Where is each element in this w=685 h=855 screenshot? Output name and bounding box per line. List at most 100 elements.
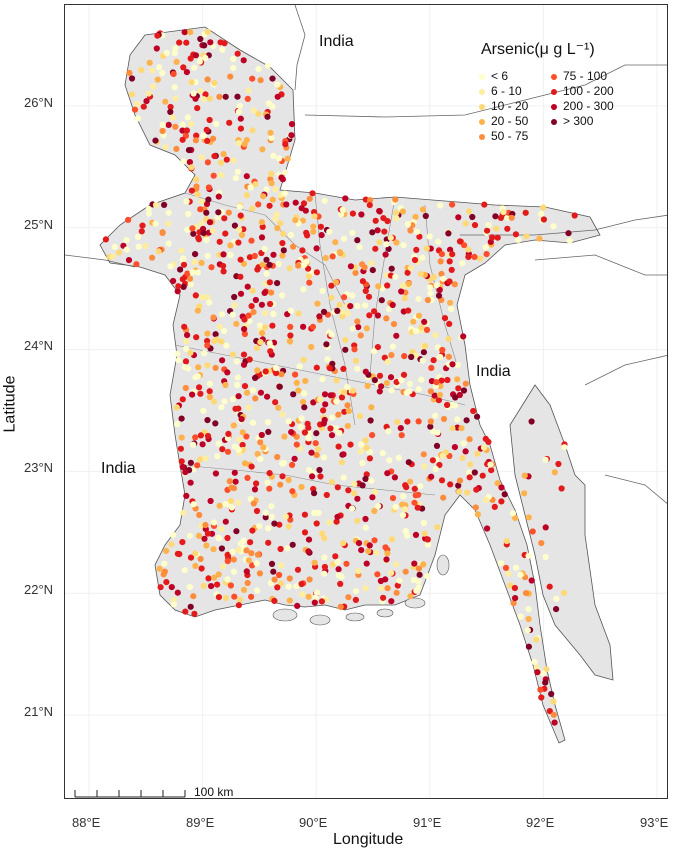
sample-point (352, 357, 360, 364)
sample-point (264, 419, 272, 426)
sample-point (492, 213, 499, 220)
sample-point (189, 269, 196, 276)
sample-point (237, 125, 244, 132)
sample-point (192, 137, 199, 144)
sample-point (344, 402, 351, 409)
sample-point (246, 254, 253, 261)
sample-point (550, 698, 557, 705)
sample-point (268, 180, 275, 187)
sample-point (511, 584, 518, 592)
sample-point (389, 301, 396, 309)
legend-label: 10 - 20 (491, 99, 529, 113)
sample-point (204, 432, 212, 440)
sample-point (320, 420, 327, 427)
sample-point (357, 332, 364, 339)
sample-point (205, 196, 212, 203)
sample-point (175, 357, 182, 364)
sample-point (168, 541, 175, 548)
sample-point (249, 419, 256, 426)
sample-point (199, 294, 206, 301)
sample-point (337, 603, 344, 611)
sample-point (494, 480, 501, 487)
sample-point (205, 575, 212, 582)
sample-point (163, 579, 170, 586)
sample-point (371, 377, 378, 384)
sample-point (191, 64, 198, 71)
sample-point (215, 193, 222, 200)
legend-item: 20 - 50 (479, 114, 528, 128)
sample-point (342, 336, 349, 344)
sample-point (529, 528, 536, 535)
sample-point (195, 532, 203, 540)
sample-point (328, 282, 335, 289)
sample-point (230, 422, 237, 429)
sample-point (238, 231, 246, 239)
sample-point (396, 577, 403, 584)
sample-point (322, 401, 329, 408)
sample-point (187, 349, 194, 356)
sample-point (426, 233, 433, 240)
sample-point (540, 216, 547, 223)
sample-point (402, 482, 409, 489)
sample-point (432, 332, 439, 339)
sample-point (263, 270, 270, 277)
sample-point (435, 238, 442, 245)
sample-point (231, 469, 238, 476)
sample-point (384, 470, 391, 477)
sample-point (258, 219, 265, 226)
sample-point (190, 501, 197, 508)
sample-point (377, 577, 384, 585)
sample-point (342, 346, 349, 353)
sample-point (483, 251, 490, 258)
sample-point (337, 580, 344, 588)
sample-point (193, 183, 200, 190)
sample-point (359, 460, 366, 467)
sample-point (218, 526, 225, 533)
sample-point (215, 571, 222, 578)
sample-point (222, 518, 229, 525)
sample-point (384, 358, 391, 365)
sample-point (326, 365, 333, 372)
sample-point (451, 444, 458, 451)
sample-point (358, 547, 365, 554)
sample-point (206, 393, 213, 401)
sample-point (258, 234, 266, 241)
sample-point (133, 261, 140, 268)
sample-point (310, 223, 317, 230)
sample-point (388, 598, 395, 605)
sample-point (313, 520, 320, 527)
sample-point (317, 396, 324, 403)
sample-point (128, 91, 136, 98)
sample-point (199, 441, 206, 448)
sample-point (463, 417, 470, 424)
sample-point (542, 553, 549, 561)
sample-point (232, 478, 239, 485)
sample-point (393, 332, 400, 339)
sample-point (391, 474, 398, 481)
sample-point (188, 120, 195, 128)
sample-point (235, 108, 242, 115)
sample-point (301, 429, 308, 436)
sample-point (566, 237, 573, 244)
sample-point (332, 239, 339, 246)
sample-point (441, 315, 449, 322)
sample-point (247, 495, 254, 502)
sample-point (345, 594, 352, 601)
sample-point (383, 241, 390, 248)
sample-point (186, 275, 194, 282)
sample-point (405, 459, 412, 466)
sample-point (174, 288, 181, 295)
sample-point (177, 445, 184, 452)
sample-point (498, 498, 505, 505)
sample-point (320, 454, 328, 461)
legend-swatch (479, 133, 485, 140)
sample-point (542, 456, 549, 463)
sample-point (179, 127, 186, 134)
sample-point (207, 39, 214, 46)
sample-point (313, 452, 320, 459)
legend-swatch (479, 88, 485, 95)
sample-point (414, 504, 421, 511)
sample-point (454, 361, 461, 368)
sample-point (230, 556, 237, 563)
sample-point (427, 388, 434, 395)
